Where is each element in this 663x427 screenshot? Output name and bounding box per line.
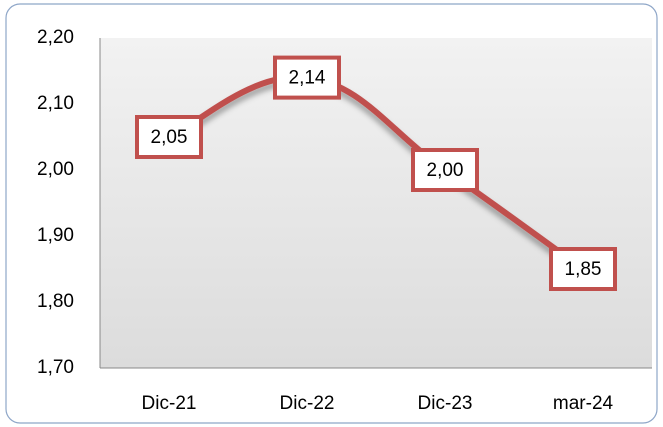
y-tick-label: 1,90: [37, 225, 74, 246]
y-tick-label: 1,80: [37, 291, 74, 312]
data-label: 2,00: [427, 160, 464, 181]
data-label-box: [549, 247, 617, 291]
x-tick-label: Dic-23: [418, 393, 473, 414]
data-label-box: [273, 55, 341, 100]
data-label-box: [135, 115, 203, 159]
y-tick-label: 2,20: [37, 27, 74, 48]
plot-area: [100, 38, 652, 368]
data-label: 2,05: [151, 127, 188, 148]
y-tick-label: 1,70: [37, 357, 74, 378]
x-tick-label: Dic-21: [142, 393, 197, 414]
data-label: 1,85: [565, 259, 602, 280]
y-tick-label: 2,00: [37, 159, 74, 180]
x-tick-label: Dic-22: [280, 393, 335, 414]
data-label-box: [411, 148, 479, 192]
y-tick-label: 2,10: [37, 93, 74, 114]
data-label: 2,14: [289, 68, 326, 89]
x-tick-label: mar-24: [553, 393, 614, 414]
line: [166, 74, 586, 272]
